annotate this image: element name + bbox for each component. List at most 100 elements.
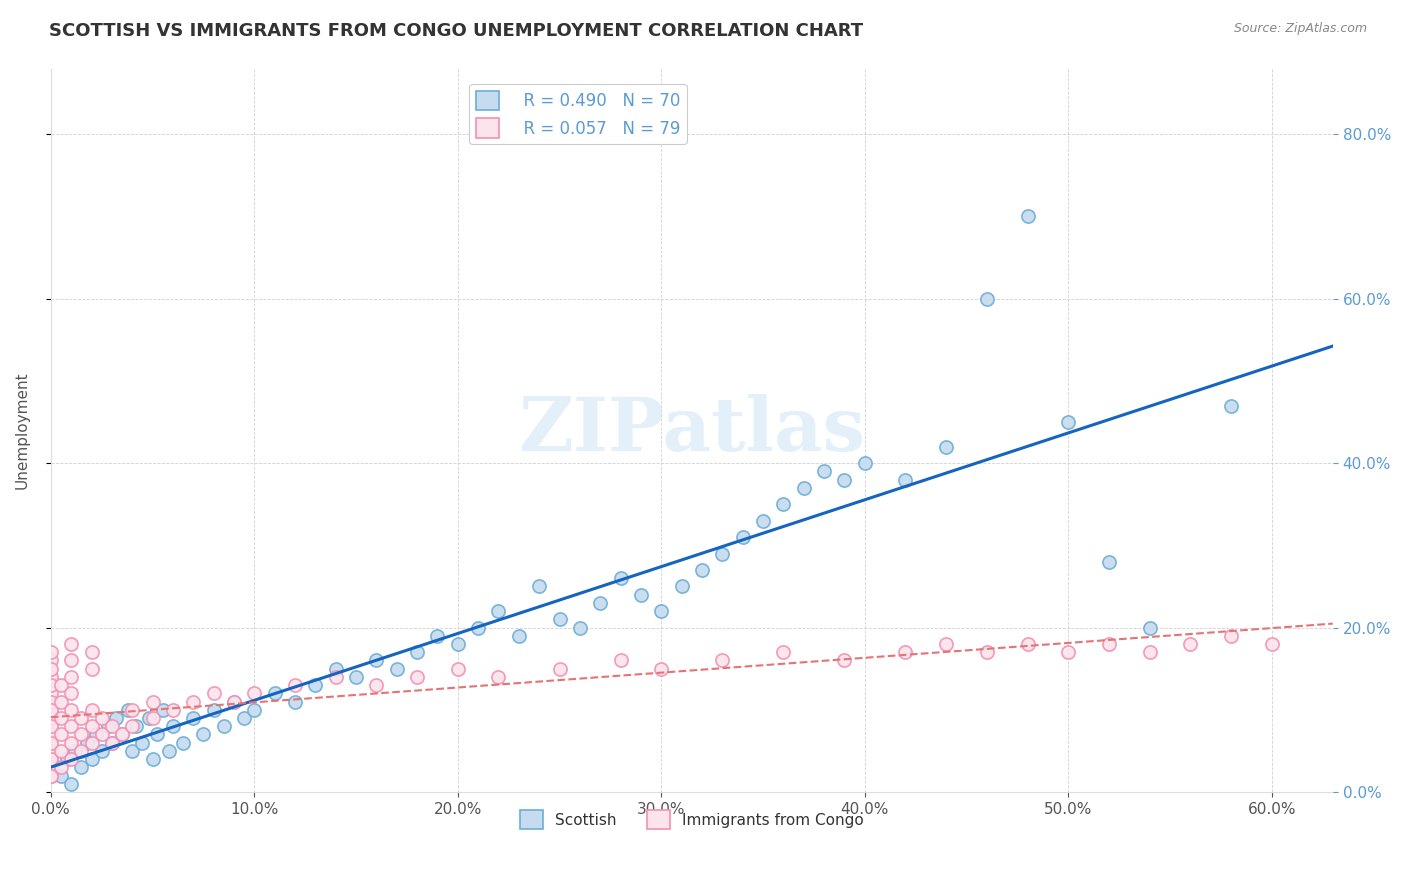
Point [138,711,160,725]
Point [1057,645,1080,659]
Point [39,744,62,758]
Point [90,744,112,758]
Legend: Scottish, Immigrants from Congo: Scottish, Immigrants from Congo [513,804,870,835]
Point [284,694,307,708]
Point [39,662,62,676]
Point [121,703,143,717]
Point [142,711,165,725]
Point [80,662,103,676]
Point [80,703,103,717]
Point [1017,637,1039,651]
Point [39,760,62,774]
Point [212,719,235,733]
Point [1180,637,1202,651]
Point [172,736,194,750]
Text: ZIPatlas: ZIPatlas [519,393,865,467]
Point [162,719,184,733]
Point [304,678,326,692]
Point [193,727,215,741]
Point [609,653,631,667]
Point [488,670,510,684]
Point [49,768,72,782]
Point [39,645,62,659]
Point [80,736,103,750]
Point [60,703,83,717]
Point [813,464,835,478]
Point [131,736,153,750]
Point [181,694,204,708]
Point [589,596,612,610]
Point [406,645,429,659]
Point [70,744,93,758]
Point [121,719,143,733]
Point [202,703,225,717]
Point [894,645,917,659]
Point [39,736,62,750]
Point [772,497,794,511]
Point [447,637,470,651]
Point [222,694,245,708]
Point [101,736,124,750]
Point [157,744,180,758]
Point [117,703,139,717]
Point [49,760,72,774]
Point [1098,637,1121,651]
Point [39,768,62,782]
Point [690,563,713,577]
Point [752,514,775,528]
Point [39,736,62,750]
Point [325,662,347,676]
Text: SCOTTISH VS IMMIGRANTS FROM CONGO UNEMPLOYMENT CORRELATION CHART: SCOTTISH VS IMMIGRANTS FROM CONGO UNEMPL… [49,22,863,40]
Point [39,752,62,766]
Point [976,292,998,306]
Point [731,530,754,544]
Point [344,670,367,684]
Point [60,686,83,700]
Point [1139,621,1161,635]
Point [243,686,266,700]
Point [76,736,98,750]
Point [145,727,167,741]
Point [243,703,266,717]
Point [39,670,62,684]
Point [233,711,256,725]
Point [671,579,693,593]
Point [711,653,734,667]
Point [853,456,876,470]
Point [142,694,165,708]
Point [467,621,489,635]
Point [70,727,93,741]
Point [1139,645,1161,659]
Point [60,670,83,684]
Point [39,752,62,766]
Point [84,727,107,741]
Point [152,703,174,717]
Point [650,604,672,618]
Point [111,727,134,741]
Point [111,727,134,741]
Point [1098,555,1121,569]
Text: Source: ZipAtlas.com: Source: ZipAtlas.com [1233,22,1367,36]
Point [711,547,734,561]
Point [101,719,124,733]
Point [125,719,148,733]
Point [609,571,631,585]
Point [488,604,510,618]
Point [49,678,72,692]
Point [56,752,79,766]
Point [39,653,62,667]
Point [49,694,72,708]
Point [834,473,856,487]
Point [366,653,388,667]
Point [39,686,62,700]
Point [70,760,93,774]
Point [406,670,429,684]
Point [548,662,571,676]
Point [202,686,225,700]
Point [60,752,83,766]
Point [60,637,83,651]
Point [104,711,127,725]
Point [65,744,87,758]
Point [1057,415,1080,429]
Point [935,440,957,454]
